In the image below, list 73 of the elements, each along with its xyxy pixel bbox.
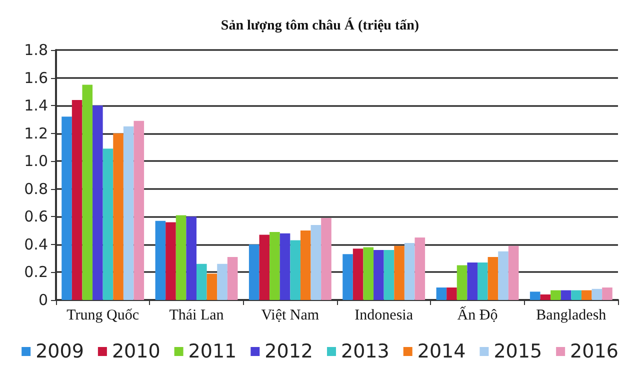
bar [498, 251, 508, 300]
bar [92, 106, 103, 300]
bar [155, 220, 166, 300]
bar [456, 265, 468, 300]
legend-label: 2013 [341, 340, 390, 362]
x-tick-label: Ấn Độ [457, 306, 498, 324]
bar [113, 133, 124, 300]
x-tick-label: Việt Nam [261, 308, 320, 324]
y-tick-label: 0.8 [24, 180, 48, 198]
bar [478, 262, 488, 300]
x-tick-label: Indonesia [354, 308, 414, 324]
bar [540, 294, 551, 300]
bar [467, 262, 478, 300]
bar [342, 254, 353, 300]
legend-label: 2012 [264, 340, 314, 362]
y-tick-label: 1.2 [24, 124, 48, 142]
legend-label: 2016 [570, 340, 618, 362]
y-tick-label: 0.6 [24, 208, 48, 226]
bar [82, 84, 93, 300]
y-tick-label: 1.6 [24, 68, 48, 87]
x-tick-label: Trung Quốc [66, 308, 140, 324]
y-tick-label: 0.4 [24, 235, 48, 254]
bar [176, 215, 186, 300]
bar [571, 290, 582, 300]
bar [321, 218, 332, 300]
legend-label: 2014 [417, 340, 466, 362]
bar [123, 126, 134, 300]
bar [436, 288, 447, 300]
x-tick-label: Bangladesh [536, 308, 607, 324]
bar [446, 288, 457, 300]
bar [186, 216, 196, 300]
bar [374, 250, 384, 300]
bar [270, 232, 280, 300]
bar [310, 225, 322, 300]
y-tick-label: 1.0 [24, 152, 48, 170]
y-tick-label: 1.4 [24, 96, 48, 115]
bar [352, 248, 364, 300]
bar [196, 264, 207, 300]
chart-title: Sản lượng tôm châu Á (triệu tấn) [220, 16, 420, 34]
bar [248, 244, 260, 300]
bar [414, 238, 426, 300]
bar [259, 234, 270, 300]
legend-label: 2011 [188, 340, 237, 362]
y-tick-label: 0.2 [24, 263, 48, 282]
bar [592, 288, 602, 300]
legend-label: 2010 [112, 340, 160, 362]
bar [72, 100, 82, 300]
y-tick-label: 0 [38, 291, 48, 309]
bar [530, 292, 540, 300]
bar [62, 116, 72, 300]
bar [581, 290, 592, 300]
y-tick-label: 1.8 [24, 41, 48, 59]
bar [384, 250, 394, 300]
bar [280, 233, 290, 300]
bar [102, 148, 114, 300]
bar [602, 288, 612, 300]
bar [508, 246, 519, 300]
bar [134, 120, 144, 300]
bar [363, 247, 374, 300]
bar [488, 256, 498, 300]
bar [217, 264, 228, 300]
bar [560, 290, 572, 300]
bar [550, 290, 561, 300]
bar [227, 256, 238, 300]
bar [206, 274, 218, 300]
bar [394, 246, 404, 300]
bar [404, 243, 415, 300]
x-tick-label: Thái Lan [169, 308, 224, 324]
legend-label: 2009 [36, 340, 84, 362]
bar [290, 240, 300, 300]
bar [166, 222, 176, 300]
legend-label: 2015 [494, 340, 542, 362]
bar [300, 230, 311, 300]
